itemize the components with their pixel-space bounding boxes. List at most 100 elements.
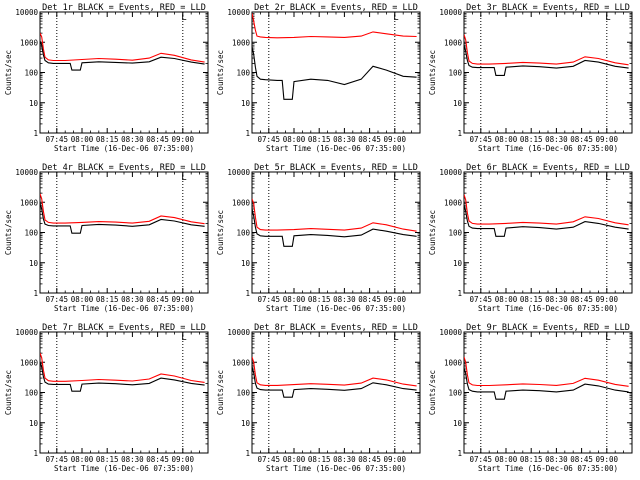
x-axis-label: Start Time (16-Dec-06 07:35:00) [478,304,618,313]
chart-panel: Det 3r BLACK = Events, RED = LLD 1 10 100 10… [428,3,633,153]
series-events-line [464,205,629,237]
x-tick-label: 08:45 [570,455,593,464]
x-tick-label: 08:15 [520,295,543,304]
y-tick-label: 100 [24,69,38,78]
x-tick-label: 08:30 [545,135,568,144]
x-tick-label: 09:00 [596,455,619,464]
chart-title: Det 5r BLACK = Events, RED = LLD [254,163,418,173]
x-tick-label: 08:15 [520,455,543,464]
y-axis-label: Counts/sec [4,370,13,415]
plot-data [464,34,629,76]
series-events-line [252,46,417,100]
y-tick-label: 100 [236,229,250,238]
y-axis-label: Counts/sec [4,50,13,95]
chart-panel: Det 6r BLACK = Events, RED = LLD 1 10 100 10… [428,163,633,313]
marker-label: L [605,13,610,23]
y-axis-label: Counts/sec [216,210,225,255]
y-tick-label: 1 [245,129,250,138]
series-events-line [40,203,205,234]
x-tick-label: 08:30 [333,295,356,304]
chart-title: Det 4r BLACK = Events, RED = LLD [42,163,206,173]
series-lld-line [464,356,629,387]
x-tick-label: 09:00 [384,455,407,464]
y-tick-label: 1000 [444,358,463,367]
x-tick-label: 08:00 [71,455,94,464]
y-tick-label: 1000 [444,198,463,207]
x-tick-label: 08:30 [121,295,144,304]
marker-label: L [181,333,186,343]
series-events-line [464,45,629,76]
y-axis-label: Counts/sec [216,50,225,95]
y-tick-label: 1000 [20,358,39,367]
y-tick-label: 10 [29,419,39,428]
plot-data [252,198,417,247]
plot-data [40,193,205,234]
x-tick-label: 09:00 [384,135,407,144]
chart-title: Det 8r BLACK = Events, RED = LLD [254,323,418,333]
x-tick-label: 08:15 [96,455,119,464]
marker-label: L [393,13,398,23]
series-events-line [464,367,629,400]
series-lld-line [252,198,417,232]
x-tick-label: 08:00 [495,135,518,144]
chart-title: Det 3r BLACK = Events, RED = LLD [466,3,630,13]
x-tick-label: 07:45 [470,135,493,144]
x-tick-label: 08:30 [121,135,144,144]
series-events-line [252,208,417,247]
x-tick-label: 08:00 [71,135,94,144]
y-tick-label: 1 [33,129,38,138]
x-tick-label: 08:15 [520,135,543,144]
y-tick-label: 10 [29,259,39,268]
x-tick-label: 07:45 [258,455,281,464]
x-tick-label: 09:00 [172,455,195,464]
series-events-line [40,40,205,71]
y-tick-label: 1000 [232,38,251,47]
plot-data [252,356,417,398]
x-tick-label: 07:45 [258,135,281,144]
x-tick-label: 08:45 [146,295,169,304]
y-tick-label: 1 [457,449,462,458]
y-tick-label: 1 [33,289,38,298]
x-tick-label: 08:00 [495,295,518,304]
x-tick-label: 09:00 [596,295,619,304]
x-tick-label: 08:45 [358,135,381,144]
x-tick-label: 08:00 [495,455,518,464]
x-tick-label: 08:45 [570,135,593,144]
y-tick-label: 10000 [439,8,462,17]
y-axis-label: Counts/sec [428,210,437,255]
x-tick-label: 08:15 [96,135,119,144]
chart-panel: Det 2r BLACK = Events, RED = LLD 1 10 100 10… [216,3,421,153]
chart-title: Det 9r BLACK = Events, RED = LLD [466,323,630,333]
y-axis-label: Counts/sec [428,370,437,415]
y-tick-label: 100 [448,389,462,398]
x-tick-label: 08:45 [570,295,593,304]
plot-data [40,352,205,392]
x-axis-label: Start Time (16-Dec-06 07:35:00) [54,464,194,473]
series-events-line [40,362,205,392]
series-lld-line [252,356,417,387]
y-tick-label: 1 [457,129,462,138]
chart-panel: Det 4r BLACK = Events, RED = LLD 1 10 100 10… [4,163,209,313]
series-lld-line [252,13,417,39]
x-tick-label: 07:45 [46,295,69,304]
y-tick-label: 10 [241,419,251,428]
y-tick-label: 100 [236,69,250,78]
marker-label: L [181,13,186,23]
series-lld-line [40,352,205,383]
series-events-line [252,366,417,398]
x-axis-label: Start Time (16-Dec-06 07:35:00) [478,144,618,153]
y-tick-label: 100 [448,69,462,78]
y-tick-label: 10000 [15,168,38,177]
x-tick-label: 08:15 [308,455,331,464]
y-tick-label: 1 [457,289,462,298]
y-tick-label: 1 [33,449,38,458]
x-tick-label: 08:00 [283,455,306,464]
x-tick-label: 07:45 [470,455,493,464]
x-tick-label: 07:45 [258,295,281,304]
y-tick-label: 100 [236,389,250,398]
plot-data [40,32,205,71]
series-lld-line [464,34,629,66]
x-tick-label: 09:00 [172,135,195,144]
y-tick-label: 1 [245,449,250,458]
